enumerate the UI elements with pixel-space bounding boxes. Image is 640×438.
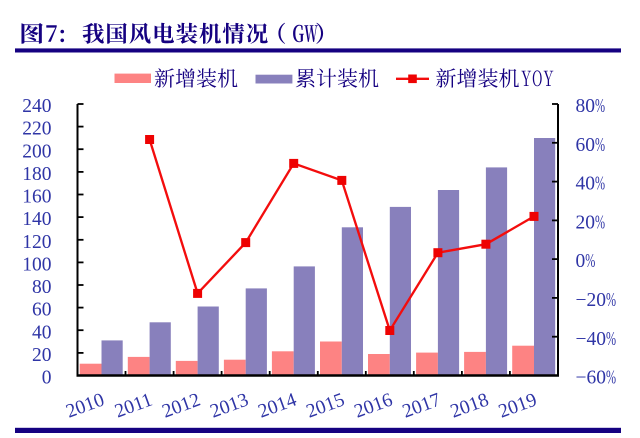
svg-text:160: 160 bbox=[22, 187, 51, 208]
svg-text:100: 100 bbox=[22, 255, 51, 276]
svg-text:%: % bbox=[595, 212, 605, 234]
svg-text:−: − bbox=[576, 329, 587, 350]
svg-text:20: 20 bbox=[32, 345, 52, 366]
svg-text:180: 180 bbox=[22, 164, 51, 185]
svg-text:%: % bbox=[595, 95, 605, 117]
svg-text:60: 60 bbox=[576, 135, 596, 156]
svg-text:%: % bbox=[606, 328, 616, 350]
svg-text:0: 0 bbox=[42, 368, 52, 389]
svg-text:80: 80 bbox=[576, 96, 596, 117]
svg-text:%: % bbox=[595, 134, 605, 156]
svg-text:80: 80 bbox=[32, 277, 52, 298]
svg-text:60: 60 bbox=[587, 368, 607, 389]
svg-text:220: 220 bbox=[22, 119, 51, 140]
svg-text:0: 0 bbox=[576, 251, 586, 272]
svg-text:40: 40 bbox=[32, 322, 52, 343]
svg-text:40: 40 bbox=[587, 329, 607, 350]
svg-text:%: % bbox=[606, 367, 616, 389]
svg-text:140: 140 bbox=[22, 209, 51, 230]
svg-text:%: % bbox=[595, 173, 605, 195]
svg-text:200: 200 bbox=[22, 141, 51, 162]
svg-text:60: 60 bbox=[32, 300, 52, 321]
svg-text:20: 20 bbox=[576, 213, 596, 234]
svg-text:120: 120 bbox=[22, 232, 51, 253]
svg-text:−: − bbox=[576, 290, 587, 311]
svg-text:40: 40 bbox=[576, 174, 596, 195]
svg-text:%: % bbox=[585, 250, 595, 272]
svg-text:%: % bbox=[606, 289, 616, 311]
svg-text:−: − bbox=[576, 368, 587, 389]
svg-text:20: 20 bbox=[587, 290, 607, 311]
svg-text:240: 240 bbox=[22, 96, 51, 117]
